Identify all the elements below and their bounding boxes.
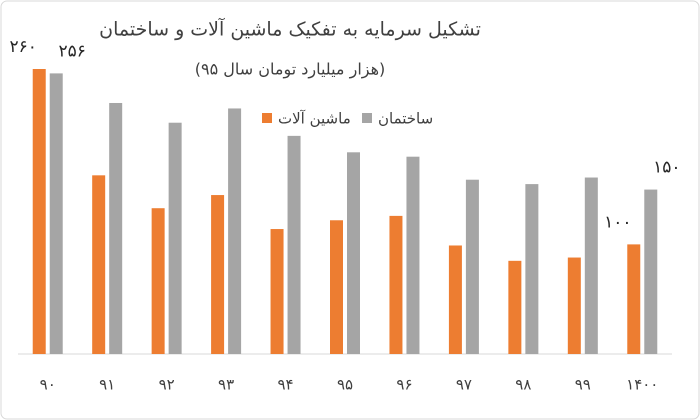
x-tick-label: ۹۸ [515, 376, 531, 394]
bar [168, 122, 182, 354]
bar [330, 220, 343, 354]
bar [508, 260, 522, 354]
bar [49, 73, 63, 354]
bar [406, 156, 420, 354]
legend-label: ساختمان [378, 110, 433, 128]
chart-subtitle: (هزار میلیارد تومان سال ۹۵) [195, 60, 386, 80]
bar [627, 244, 641, 354]
bar [32, 69, 46, 354]
bar [92, 175, 106, 354]
bar [567, 257, 581, 354]
bar [448, 245, 462, 354]
bar [584, 177, 598, 354]
x-tick-label: ۹۱ [99, 376, 115, 394]
bar [389, 215, 403, 354]
data-label: ۲۶۰ [10, 37, 37, 57]
x-tick-label: ۹۳ [218, 376, 234, 394]
x-tick-label: ۱۴۰۰ [626, 376, 658, 394]
bar [465, 179, 479, 354]
bar [270, 229, 284, 354]
x-tick-label: ۹۰ [40, 376, 56, 394]
x-tick-label: ۹۶ [396, 376, 412, 394]
bar [287, 135, 301, 354]
x-tick-label: ۹۹ [575, 376, 591, 394]
bar [644, 189, 658, 354]
bar [228, 108, 242, 354]
data-label: ۱۰۰ [604, 212, 631, 232]
legend-label: ماشین آلات [278, 110, 351, 128]
data-label: ۲۵۶ [59, 41, 86, 61]
legend-swatch [262, 113, 272, 123]
bar [525, 184, 539, 354]
x-tick-label: ۹۵ [337, 376, 353, 394]
x-tick-label: ۹۴ [277, 376, 293, 394]
bar [211, 195, 225, 354]
x-tick-label: ۹۲ [159, 376, 175, 394]
bar [151, 208, 165, 354]
chart-title: تشکیل سرمایه به تفکیک ماشین آلات و ساختم… [99, 17, 481, 41]
data-label: ۱۵۰ [653, 158, 680, 178]
x-tick-label: ۹۷ [456, 376, 472, 394]
bar [347, 152, 360, 354]
bar [109, 102, 123, 354]
legend-swatch [362, 113, 372, 123]
